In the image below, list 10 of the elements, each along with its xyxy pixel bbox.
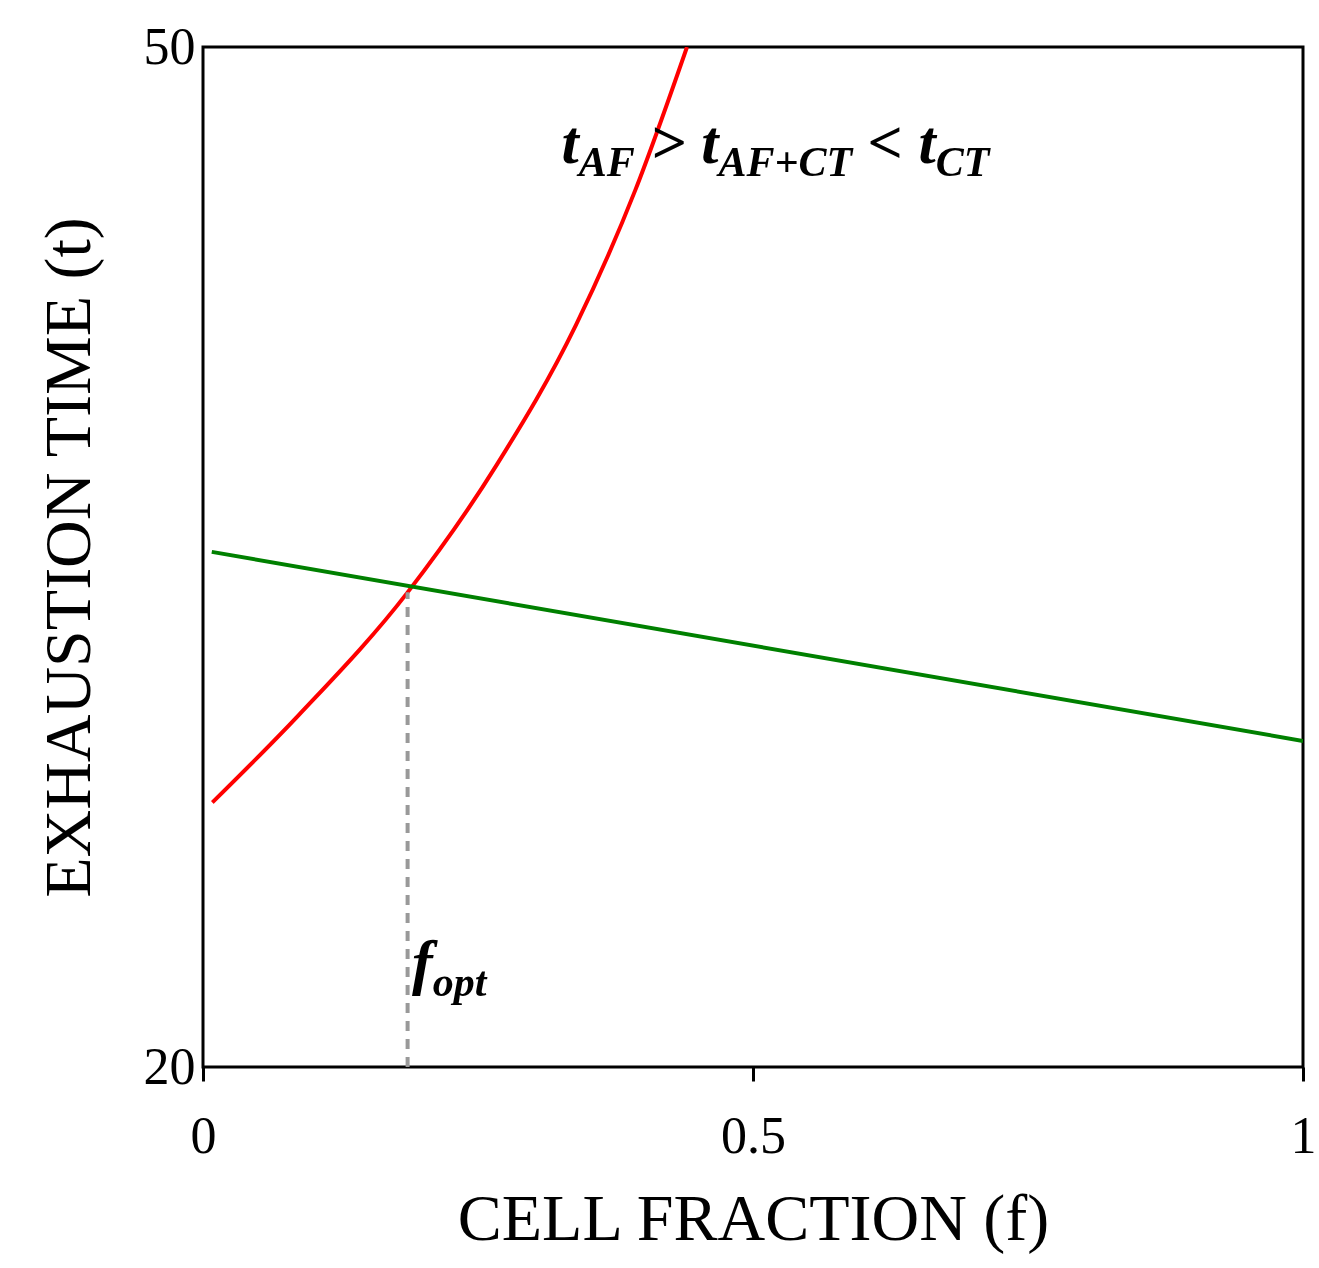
- annotation: t$_{AF}$ > t$_{AF+CT}$ < t$_{CT}$: [561, 108, 990, 186]
- x-tick-label: 0.5: [721, 1106, 786, 1164]
- x-axis-title: CELL FRACTION (f): [457, 1180, 1050, 1255]
- x-tick-label: 1: [1290, 1106, 1317, 1164]
- x-tick-label: 0: [190, 1106, 217, 1164]
- annotation: f$_{opt}$: [412, 927, 487, 1006]
- line-series: [210, 47, 689, 805]
- y-tick-label: 50: [143, 17, 196, 75]
- y-tick-label: 20: [143, 1037, 196, 1095]
- y-axis-title: EXHAUSTION TIME (t): [30, 217, 105, 898]
